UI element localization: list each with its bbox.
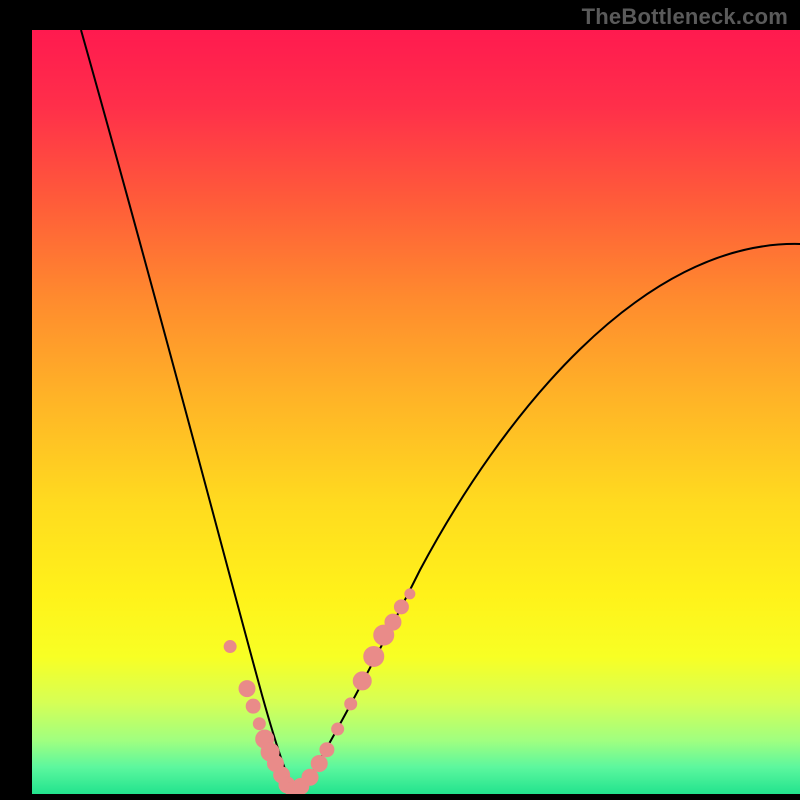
bottleneck-v-chart	[0, 0, 800, 800]
data-marker	[253, 718, 265, 730]
data-marker	[224, 641, 236, 653]
gradient-background	[32, 30, 800, 794]
data-marker	[246, 699, 260, 713]
data-marker	[311, 755, 327, 771]
chart-canvas: TheBottleneck.com	[0, 0, 800, 800]
data-marker	[345, 698, 357, 710]
data-marker	[332, 723, 344, 735]
data-marker	[320, 743, 334, 757]
data-marker	[239, 681, 255, 697]
data-marker	[302, 769, 318, 785]
watermark-text: TheBottleneck.com	[582, 4, 788, 30]
data-marker	[364, 646, 384, 666]
data-marker	[353, 672, 371, 690]
frame-bottom	[0, 794, 800, 800]
data-marker	[405, 589, 415, 599]
data-marker	[385, 614, 401, 630]
frame-left	[0, 0, 32, 800]
data-marker	[394, 600, 408, 614]
